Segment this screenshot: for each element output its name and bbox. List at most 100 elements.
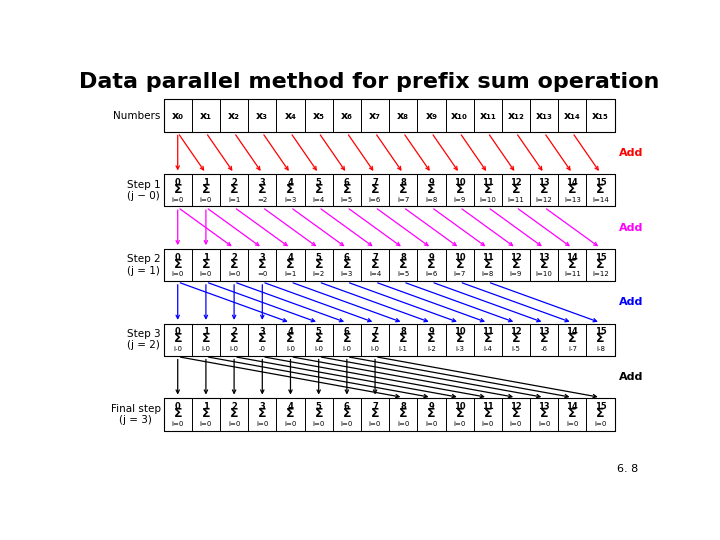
Text: i-0: i-0 [230,346,238,352]
Text: 4: 4 [287,402,294,411]
Text: Σ: Σ [258,258,266,271]
Text: i=4: i=4 [369,271,381,278]
Text: 9: 9 [428,402,434,411]
Text: 9: 9 [428,253,434,262]
Text: i-7: i-7 [568,346,577,352]
Text: Σ: Σ [230,333,238,346]
Text: 0: 0 [175,253,181,262]
Text: i=13: i=13 [564,197,581,202]
Text: Σ: Σ [202,258,210,271]
Text: Σ: Σ [287,258,294,271]
Text: i=9: i=9 [510,271,522,278]
Text: 3: 3 [259,178,265,187]
Text: i-5: i-5 [512,346,521,352]
Text: 4: 4 [287,178,294,187]
Text: Σ: Σ [427,407,436,420]
Text: 1: 1 [203,178,209,187]
Bar [163,398,615,430]
Text: 9: 9 [428,178,434,187]
Text: x₉: x₉ [426,111,438,120]
Bar [163,249,615,281]
Text: Σ: Σ [399,333,408,346]
Text: Σ: Σ [343,183,351,196]
Text: x₁: x₁ [200,111,212,120]
Text: x₁₄: x₁₄ [564,111,581,120]
Text: Final step
(j = 3): Final step (j = 3) [111,403,161,425]
Text: Σ: Σ [202,333,210,346]
Text: i=11: i=11 [564,271,581,278]
Text: i=3: i=3 [284,197,297,202]
Text: i=0: i=0 [482,421,494,427]
Text: Σ: Σ [596,183,605,196]
Text: i=0: i=0 [369,421,382,427]
Text: i=0: i=0 [454,421,466,427]
Text: i-0: i-0 [343,346,351,352]
Text: Σ: Σ [484,407,492,420]
Text: 13: 13 [539,402,550,411]
Text: Σ: Σ [315,333,323,346]
Text: i-1: i-1 [399,346,408,352]
Text: Σ: Σ [287,407,294,420]
Text: i=3: i=3 [341,271,353,278]
Text: i-0: i-0 [371,346,379,352]
Text: Σ: Σ [399,258,408,271]
Text: i-0: i-0 [174,346,182,352]
Text: Σ: Σ [512,183,521,196]
Text: Σ: Σ [315,407,323,420]
Text: i=2: i=2 [312,271,325,278]
Text: i=0: i=0 [538,421,550,427]
Text: i=0: i=0 [426,421,438,427]
Text: 4: 4 [287,327,294,336]
Text: Σ: Σ [174,183,182,196]
Text: x₃: x₃ [256,111,269,120]
Text: 14: 14 [567,253,578,262]
Text: Σ: Σ [427,333,436,346]
Text: 7: 7 [372,402,378,411]
Text: i=5: i=5 [341,197,353,202]
Text: i=1: i=1 [228,197,240,202]
Text: x₁₀: x₁₀ [451,111,468,120]
Text: 11: 11 [482,327,494,336]
Text: i=12: i=12 [536,197,552,202]
Text: =0: =0 [257,271,267,278]
Text: Σ: Σ [287,183,294,196]
Text: Data parallel method for prefix sum operation: Data parallel method for prefix sum oper… [78,72,660,92]
Text: i=6: i=6 [369,197,382,202]
Text: 9: 9 [428,327,434,336]
Text: Σ: Σ [399,407,408,420]
Text: i=6: i=6 [426,271,438,278]
Text: i-0: i-0 [202,346,210,352]
Text: i-2: i-2 [427,346,436,352]
Text: i=11: i=11 [508,197,524,202]
Text: Σ: Σ [540,407,549,420]
Text: i-0: i-0 [286,346,295,352]
Text: Σ: Σ [258,407,266,420]
Text: x₇: x₇ [369,111,381,120]
Text: 0: 0 [175,178,181,187]
Text: 14: 14 [567,402,578,411]
Text: Step 2
(j = 1): Step 2 (j = 1) [127,254,161,276]
Text: 14: 14 [567,327,578,336]
Text: 5: 5 [316,327,322,336]
Text: 14: 14 [567,178,578,187]
Text: Σ: Σ [343,333,351,346]
Text: Σ: Σ [315,183,323,196]
Text: 6: 6 [344,402,350,411]
Text: i=0: i=0 [341,421,353,427]
Text: 5: 5 [316,178,322,187]
Text: 12: 12 [510,253,522,262]
Text: Σ: Σ [540,333,549,346]
Text: Σ: Σ [455,407,464,420]
Text: Σ: Σ [258,183,266,196]
Text: Σ: Σ [174,333,182,346]
Text: Σ: Σ [568,333,577,346]
Text: 2: 2 [231,253,237,262]
Text: 7: 7 [372,178,378,187]
Text: i-3: i-3 [455,346,464,352]
Text: 7: 7 [372,253,378,262]
Text: 13: 13 [539,253,550,262]
Bar [163,99,615,132]
Text: 5: 5 [316,402,322,411]
Text: i-8: i-8 [596,346,605,352]
Text: 11: 11 [482,402,494,411]
